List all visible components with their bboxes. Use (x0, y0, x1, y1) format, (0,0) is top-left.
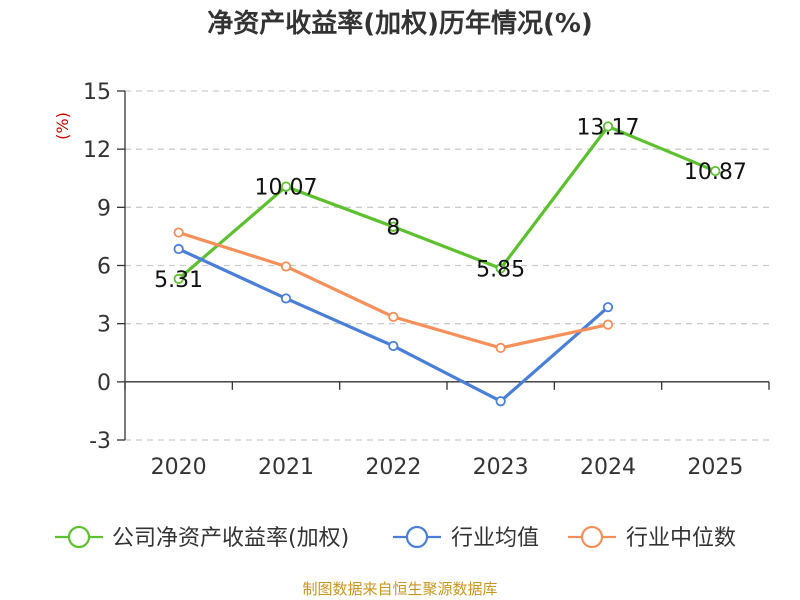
data-label-2021: 10.07 (255, 176, 318, 201)
point-1-2023 (495, 396, 506, 407)
x-tick-label-2025: 2025 (687, 455, 743, 480)
point-0-2023 (495, 263, 506, 274)
point-2-2024 (602, 319, 614, 330)
y-tick-label-6: 6 (97, 255, 111, 280)
point-2-2022 (388, 311, 399, 322)
y-axis-unit: (%) (53, 112, 72, 140)
x-tick-label-2022: 2022 (365, 455, 421, 480)
data-label-2022: 8 (386, 216, 400, 241)
point-2-2020 (173, 227, 184, 238)
data-label-2023: 5.85 (476, 257, 525, 282)
y-tick-label--3: -3 (89, 429, 111, 454)
point-1-2021 (280, 293, 292, 304)
x-tick-label-2020: 2020 (151, 455, 207, 480)
x-tick-label-2023: 2023 (473, 455, 529, 480)
legend-marker-2 (580, 525, 604, 549)
point-1-2024 (602, 302, 614, 313)
point-1-2020 (173, 243, 184, 255)
y-tick-label-3: 3 (97, 313, 111, 338)
legend-label-2[interactable]: 行业中位数 (626, 526, 736, 551)
point-1-2022 (388, 340, 399, 352)
legend-label-1[interactable]: 行业均值 (451, 526, 539, 551)
point-0-2022 (388, 221, 399, 232)
y-tick-label-0: 0 (97, 371, 111, 396)
chart-title: 净资产收益率(加权)历年情况(%) (207, 8, 593, 39)
axes: 15 12 9 6 3 0 -3 2020 2021 2022 2023 2024 2025 (83, 80, 770, 480)
series-line-0 (177, 124, 716, 281)
y-tick-label-15: 15 (83, 80, 111, 105)
point-0-2021 (280, 181, 292, 192)
point-2-2021 (280, 261, 292, 272)
x-tick-label-2021: 2021 (258, 455, 314, 480)
legend-label-0[interactable]: 公司净资产收益率(加权) (112, 526, 349, 551)
series-line-2 (178, 231, 609, 350)
point-2-2023 (495, 342, 506, 354)
y-tick-label-9: 9 (97, 196, 111, 221)
point-0-2020 (173, 273, 184, 284)
legend-marker-1 (405, 525, 429, 549)
data-label-2024: 13.17 (577, 115, 640, 140)
data-labels: 5.31 10.07 8 5.85 13.17 10.87 (154, 115, 747, 292)
data-label-2020: 5.31 (154, 268, 203, 293)
x-tick-label-2024: 2024 (580, 455, 636, 480)
series-line-1 (177, 247, 610, 403)
grid-lines (125, 90, 769, 441)
source-note: 制图数据来自恒生聚源数据库 (302, 580, 497, 598)
data-label-2025: 10.87 (684, 160, 747, 185)
legend[interactable]: 公司净资产收益率(加权) 行业均值 行业中位数 (55, 525, 736, 551)
legend-marker-0 (67, 525, 91, 549)
point-0-2025 (710, 165, 721, 177)
point-0-2024 (602, 121, 614, 132)
y-tick-label-12: 12 (83, 138, 111, 163)
series-lines (173, 121, 721, 407)
